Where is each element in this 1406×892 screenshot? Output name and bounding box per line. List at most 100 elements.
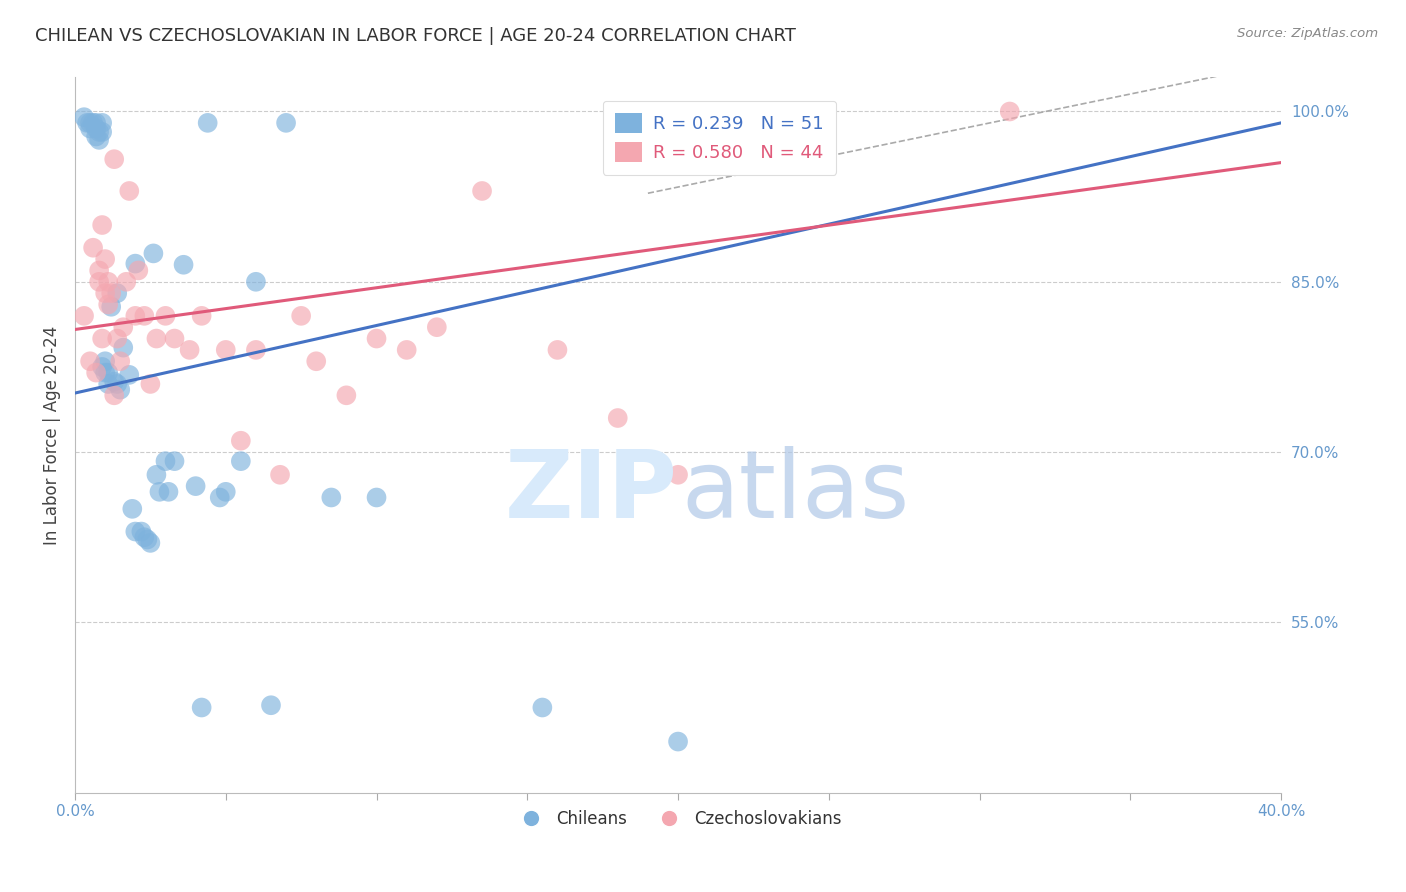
Point [155, 454, 177, 468]
Point [245, 343, 267, 357]
Point [215, 343, 238, 357]
Point [112, 341, 135, 355]
Point [89, 133, 111, 147]
Point [79, 116, 101, 130]
Point [260, 698, 283, 713]
Text: Source: ZipAtlas.com: Source: ZipAtlas.com [1237, 27, 1378, 40]
Point [91, 332, 114, 346]
Point [163, 454, 186, 468]
Point [142, 246, 165, 260]
Point [91, 218, 114, 232]
Point [139, 376, 162, 391]
Point [131, 524, 153, 539]
Point [100, 300, 122, 314]
Point [305, 354, 328, 368]
Point [666, 467, 689, 482]
Point [105, 286, 128, 301]
Point [606, 411, 628, 425]
Point [94, 286, 117, 301]
Point [82, 116, 104, 130]
Point [118, 368, 141, 382]
Point [97, 297, 120, 311]
Point [127, 263, 149, 277]
Point [103, 152, 125, 166]
Point [229, 434, 252, 448]
Point [110, 383, 132, 397]
Point [179, 343, 201, 357]
Point [666, 734, 689, 748]
Point [245, 275, 267, 289]
Point [173, 258, 195, 272]
Text: atlas: atlas [682, 446, 910, 538]
Point [115, 275, 138, 289]
Point [103, 375, 125, 389]
Y-axis label: In Labor Force | Age 20-24: In Labor Force | Age 20-24 [44, 326, 60, 545]
Point [105, 376, 128, 391]
Point [163, 332, 186, 346]
Point [157, 484, 180, 499]
Point [155, 309, 177, 323]
Point [94, 366, 117, 380]
Point [91, 125, 114, 139]
Point [215, 484, 238, 499]
Point [79, 354, 101, 368]
Point [134, 309, 156, 323]
Point [100, 286, 122, 301]
Point [197, 116, 219, 130]
Point [366, 332, 388, 346]
Point [190, 309, 212, 323]
Point [335, 388, 357, 402]
Point [112, 320, 135, 334]
Point [110, 354, 132, 368]
Point [124, 309, 146, 323]
Point [94, 354, 117, 368]
Point [103, 388, 125, 402]
Point [395, 343, 418, 357]
Point [73, 309, 96, 323]
Point [118, 184, 141, 198]
Point [79, 121, 101, 136]
Point [91, 116, 114, 130]
Point [89, 275, 111, 289]
Point [97, 275, 120, 289]
Point [91, 359, 114, 374]
Text: ZIP: ZIP [505, 446, 678, 538]
Point [139, 536, 162, 550]
Point [148, 484, 170, 499]
Text: CHILEAN VS CZECHOSLOVAKIAN IN LABOR FORCE | AGE 20-24 CORRELATION CHART: CHILEAN VS CZECHOSLOVAKIAN IN LABOR FORC… [35, 27, 796, 45]
Point [124, 257, 146, 271]
Point [94, 252, 117, 266]
Point [531, 700, 554, 714]
Point [84, 129, 107, 144]
Point [97, 376, 120, 391]
Point [84, 116, 107, 130]
Point [105, 332, 128, 346]
Point [145, 467, 167, 482]
Point [84, 366, 107, 380]
Point [229, 454, 252, 468]
Point [269, 467, 291, 482]
Point [89, 125, 111, 139]
Point [134, 530, 156, 544]
Point [321, 491, 343, 505]
Legend: Chileans, Czechoslovakians: Chileans, Czechoslovakians [508, 803, 848, 834]
Point [290, 309, 312, 323]
Point [998, 104, 1021, 119]
Point [208, 491, 231, 505]
Point [89, 263, 111, 277]
Point [184, 479, 207, 493]
Point [546, 343, 568, 357]
Point [124, 524, 146, 539]
Point [84, 121, 107, 136]
Point [76, 116, 98, 130]
Point [426, 320, 449, 334]
Point [366, 491, 388, 505]
Point [136, 533, 159, 547]
Point [82, 241, 104, 255]
Point [121, 501, 143, 516]
Point [471, 184, 494, 198]
Point [274, 116, 297, 130]
Point [73, 110, 96, 124]
Point [145, 332, 167, 346]
Point [190, 700, 212, 714]
